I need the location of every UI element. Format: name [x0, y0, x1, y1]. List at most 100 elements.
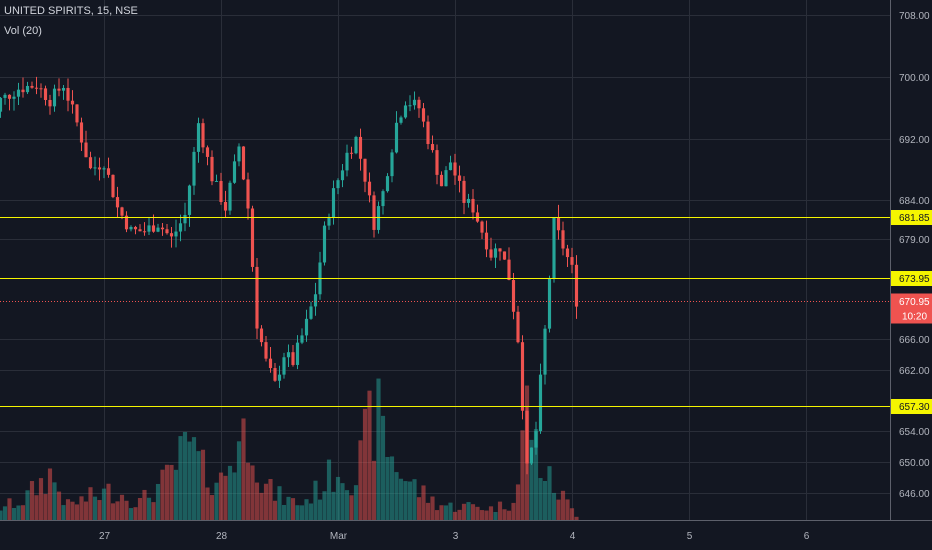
volume-bar: [434, 510, 440, 520]
volume-bar: [200, 449, 206, 520]
candle-body: [304, 318, 309, 336]
volume-bar: [29, 481, 35, 520]
candle-body: [97, 167, 102, 170]
volume-bar: [556, 499, 561, 520]
volume-bar: [304, 499, 309, 520]
symbol-title[interactable]: UNITED SPIRITS, 15, NSE: [4, 5, 138, 17]
candle-body: [547, 278, 552, 329]
candle-body: [277, 374, 282, 381]
candle-body: [151, 225, 156, 232]
volume-bar: [358, 440, 363, 520]
candle-body: [214, 180, 219, 182]
volume-bar: [353, 485, 359, 520]
candle-body: [417, 99, 421, 109]
volume-bar: [268, 479, 273, 520]
candle-body: [39, 88, 43, 90]
candle-body: [219, 180, 223, 202]
candle-body: [25, 85, 30, 93]
candle-body: [241, 146, 246, 180]
candle-body: [70, 100, 75, 105]
volume-bar: [182, 431, 188, 520]
volume-bar: [214, 482, 219, 520]
candle-body: [538, 374, 543, 432]
volume-bar: [277, 486, 282, 520]
candle-body: [462, 180, 466, 203]
volume-bar: [7, 498, 12, 520]
level-price-tag: [891, 210, 932, 225]
candle-body: [57, 88, 61, 91]
candle-body: [502, 251, 507, 260]
candle-body: [498, 248, 502, 252]
volume-bar: [38, 478, 44, 520]
horizontal-levels[interactable]: [0, 217, 890, 407]
candle-body: [138, 229, 142, 232]
candle-body: [273, 368, 277, 381]
time-tick-label: 5: [687, 531, 693, 542]
volume-bar: [574, 516, 579, 520]
candle-body: [394, 122, 399, 153]
candle-body: [385, 176, 390, 192]
candle-body: [0, 97, 3, 112]
volume-legend[interactable]: Vol (20): [4, 25, 42, 37]
volume-bar: [425, 502, 431, 520]
candle-body: [21, 89, 25, 93]
volume-bar: [119, 494, 125, 520]
volume-bar: [443, 505, 449, 520]
candle-body: [102, 168, 106, 170]
candle-body: [93, 167, 97, 169]
volume-bar: [259, 492, 264, 520]
candle-body: [484, 232, 489, 250]
volume-bar: [299, 505, 305, 520]
volume-bar: [34, 495, 39, 520]
volume-bar: [385, 456, 390, 520]
time-axis[interactable]: 27 28 Mar 3 4 5 6: [0, 520, 932, 543]
volume-bar: [403, 481, 408, 520]
volume-bar: [290, 498, 296, 520]
candle-body: [381, 191, 385, 207]
candle-body: [205, 147, 210, 157]
candle-body: [363, 158, 367, 182]
volume-bar: [538, 478, 543, 520]
candle-body: [543, 328, 547, 375]
volume-bar: [475, 506, 480, 520]
candle-body: [493, 248, 498, 258]
candle-body: [124, 215, 129, 230]
candle-body: [390, 152, 394, 177]
candle-body: [115, 197, 120, 208]
volume-bar: [340, 483, 345, 520]
candle-body: [408, 105, 412, 107]
volume-bar: [169, 464, 174, 520]
volume-bar: [565, 499, 570, 520]
volume-bar: [92, 496, 98, 520]
volume-bar: [560, 490, 566, 520]
volume-bar: [479, 510, 485, 520]
volume-bar: [461, 503, 467, 520]
candle-body: [192, 151, 196, 186]
time-tick-label: 28: [216, 531, 228, 542]
volume-bar: [313, 480, 318, 520]
volume-bar: [551, 492, 557, 520]
volume-bar: [511, 502, 516, 520]
candle-body: [232, 161, 237, 183]
candle-body: [435, 150, 439, 175]
volume-bar: [187, 441, 192, 520]
current-price-label: 670.95: [899, 297, 930, 308]
candle-body: [174, 231, 178, 237]
candle-body: [291, 352, 295, 365]
volume-bar: [416, 497, 422, 520]
volume-bar: [218, 472, 224, 520]
candle-body: [574, 264, 579, 307]
volume-bar: [137, 498, 143, 520]
level-price-label: 681.85: [899, 213, 930, 224]
candle-body: [259, 328, 264, 343]
price-axis[interactable]: 708.00 700.00 692.00 684.00 679.00 666.00 662.…: [890, 0, 932, 550]
volume-bar: [146, 497, 152, 520]
volume-bars: [0, 378, 579, 520]
volume-bar: [317, 499, 323, 520]
volume-bar: [227, 465, 233, 520]
candle-body: [309, 306, 313, 319]
candle-body: [237, 146, 241, 162]
volume-bar: [115, 501, 120, 520]
time-tick-label: 3: [453, 531, 459, 542]
